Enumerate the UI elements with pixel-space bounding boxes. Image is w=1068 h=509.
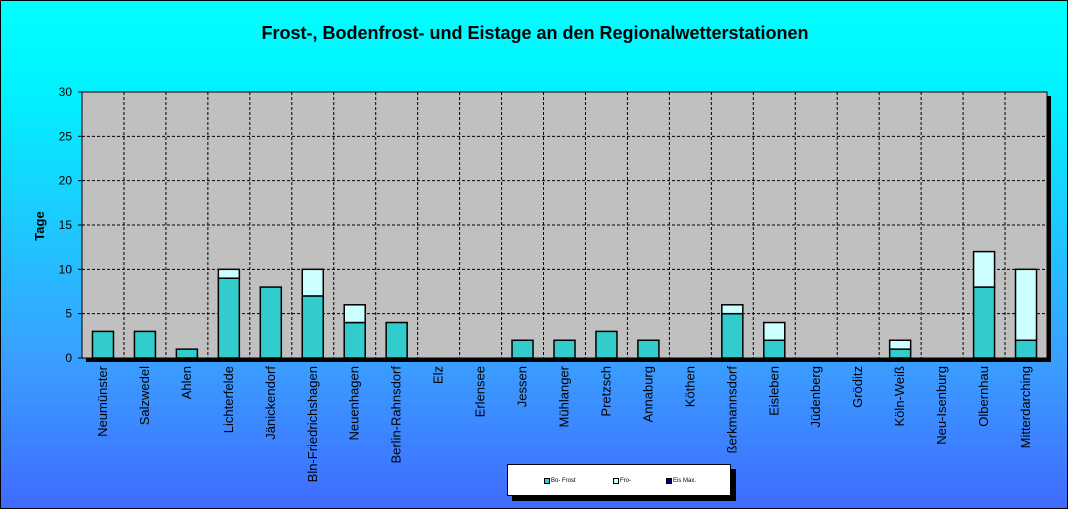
bar [1014, 339, 1038, 359]
bar [343, 304, 366, 324]
legend: Bo- Frost Fro- Eis Max. [507, 464, 731, 496]
legend-label: Fro- [620, 478, 631, 484]
y-tick-label: 15 [59, 218, 73, 232]
x-tick-label: Neu-Isenburg [934, 366, 949, 445]
x-tick-label: Ahlen [179, 366, 194, 399]
y-tick-label: 25 [59, 129, 73, 143]
x-tick-label: Pretzsch [598, 366, 613, 417]
x-tick-label: Annaburg [640, 366, 655, 422]
x-tick-label: Erlensee [473, 366, 488, 417]
bar [763, 321, 786, 342]
bar [511, 339, 534, 359]
x-tick-label: Gröditz [850, 366, 865, 408]
x-tick-label: Neuenhagen [347, 366, 362, 440]
legend-swatch [666, 478, 672, 484]
bar [972, 286, 996, 359]
x-tick-label: ßerkmannsdorf [724, 366, 739, 454]
x-tick-label: Olbernhau [976, 366, 991, 427]
legend-label: Bo- Frost [551, 478, 576, 484]
x-tick-label: Köln-Weiß [892, 366, 907, 427]
bar [217, 268, 241, 279]
bar [259, 286, 283, 359]
x-tick-label: Jüdenberg [808, 366, 823, 427]
x-tick-label: Bln-Friedrichshagen [305, 366, 320, 482]
bar [217, 277, 241, 359]
bar [888, 348, 912, 359]
legend-swatch [613, 478, 619, 484]
bar [888, 339, 912, 350]
legend-item: Eis Max. [666, 478, 696, 484]
y-tick-label: 10 [59, 262, 73, 276]
legend-item: Bo- Frost [544, 478, 576, 484]
x-tick-label: Köthen [682, 366, 697, 407]
bar [721, 304, 744, 315]
bar [175, 348, 199, 359]
legend-item: Fro- [613, 478, 631, 484]
bar [91, 330, 115, 359]
x-tick-label: Berlin-Rahnsdorf [389, 366, 404, 464]
bar [385, 321, 408, 359]
legend-swatch [544, 478, 550, 484]
x-tick-label: Neumünster [95, 365, 110, 436]
bar [763, 339, 786, 359]
x-tick-label: Jessen [515, 366, 530, 407]
x-tick-label: Eisleben [766, 366, 781, 416]
bar [553, 339, 576, 359]
bar [972, 250, 996, 288]
bar [343, 321, 366, 359]
y-tick-label: 20 [59, 174, 73, 188]
bar [301, 295, 325, 359]
bar [133, 330, 157, 359]
legend-label: Eis Max. [673, 478, 697, 484]
y-tick-label: 30 [59, 85, 73, 99]
chart-title: Frost-, Bodenfrost- und Eistage an den R… [261, 23, 809, 43]
x-tick-label: Elz [431, 366, 446, 384]
bar [1014, 268, 1038, 342]
x-tick-label: Mühlanger [557, 365, 572, 427]
bar [721, 312, 744, 359]
x-tick-label: Lichterfelde [221, 366, 236, 433]
y-axis-label: Tage [32, 211, 47, 240]
y-tick-label: 0 [65, 351, 72, 365]
x-tick-label: Salzwedel [137, 366, 152, 425]
bar [595, 330, 618, 359]
x-tick-label: Mitterdarching [1018, 366, 1033, 448]
x-tick-label: Jänickendorf [263, 366, 278, 440]
bar [637, 339, 660, 359]
bar [301, 268, 325, 297]
y-tick-label: 5 [65, 307, 72, 321]
